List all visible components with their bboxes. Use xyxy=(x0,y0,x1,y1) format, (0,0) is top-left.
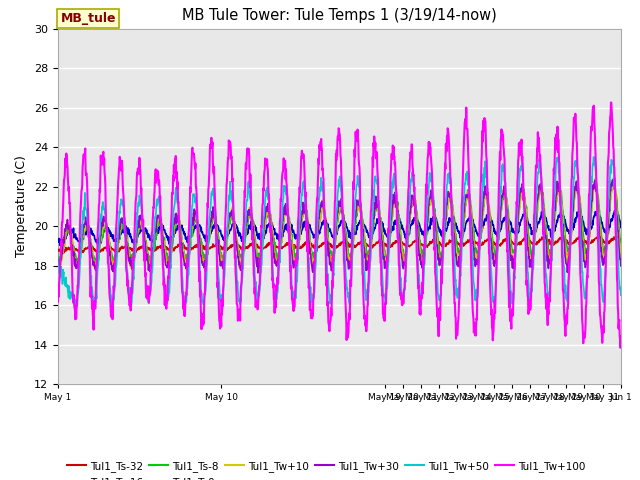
Tul1_Tw+100 xyxy=(155,182,163,188)
Tul1_Tw+30 xyxy=(609,177,617,182)
Tul1_Ts0 xyxy=(166,259,173,265)
Tul1_Ts-16 xyxy=(216,228,224,233)
Tul1_Ts-32 xyxy=(543,236,550,241)
Tul1_Tw+100 xyxy=(268,240,275,246)
Tul1_Tw+50 xyxy=(543,276,550,281)
Tul1_Ts-8 xyxy=(268,225,275,230)
Line: Tul1_Tw+30: Tul1_Tw+30 xyxy=(58,180,621,273)
Tul1_Ts0 xyxy=(480,196,488,202)
Tul1_Ts-32 xyxy=(612,233,620,239)
Tul1_Ts-32 xyxy=(480,240,488,245)
Tul1_Ts0 xyxy=(92,267,99,273)
Legend: Tul1_Ts-32, Tul1_Ts-16, Tul1_Ts-8, Tul1_Ts0, Tul1_Tw+10, Tul1_Tw+30, Tul1_Tw+50,: Tul1_Ts-32, Tul1_Ts-16, Tul1_Ts-8, Tul1_… xyxy=(63,456,589,480)
Tul1_Ts0 xyxy=(156,215,163,220)
Tul1_Ts-16 xyxy=(166,235,173,241)
Tul1_Tw+10 xyxy=(543,240,550,246)
Tul1_Ts-8 xyxy=(543,230,550,236)
Tul1_Tw+100 xyxy=(480,129,488,135)
Tul1_Ts-32 xyxy=(617,236,625,242)
Tul1_Tw+50 xyxy=(54,255,61,261)
Tul1_Tw+10 xyxy=(617,258,625,264)
Tul1_Tw+100 xyxy=(616,345,624,351)
Tul1_Tw+30 xyxy=(617,263,625,269)
Tul1_Ts-16 xyxy=(611,207,619,213)
Tul1_Ts0 xyxy=(268,220,275,226)
Tul1_Tw+50 xyxy=(589,154,597,160)
Tul1_Tw+50 xyxy=(617,292,625,298)
Tul1_Ts-8 xyxy=(609,178,617,184)
Tul1_Tw+100 xyxy=(166,265,173,271)
Tul1_Ts-32 xyxy=(60,250,67,256)
Tul1_Tw+10 xyxy=(155,218,163,224)
Tul1_Tw+50 xyxy=(71,306,79,312)
Y-axis label: Temperature (C): Temperature (C) xyxy=(15,156,28,257)
Tul1_Ts-32 xyxy=(166,246,173,252)
Tul1_Tw+100 xyxy=(607,100,615,106)
Line: Tul1_Tw+10: Tul1_Tw+10 xyxy=(58,180,621,271)
Tul1_Ts-32 xyxy=(54,247,61,253)
Tul1_Ts-32 xyxy=(268,240,275,245)
Tul1_Tw+30 xyxy=(155,213,163,219)
Line: Tul1_Tw+100: Tul1_Tw+100 xyxy=(58,103,621,348)
Tul1_Ts-16 xyxy=(56,242,64,248)
Tul1_Tw+30 xyxy=(480,189,488,195)
Tul1_Tw+50 xyxy=(156,194,163,200)
Tul1_Ts-8 xyxy=(110,262,118,268)
Line: Tul1_Ts-8: Tul1_Ts-8 xyxy=(58,181,621,265)
Title: MB Tule Tower: Tule Temps 1 (3/19/14-now): MB Tule Tower: Tule Temps 1 (3/19/14-now… xyxy=(182,9,497,24)
Tul1_Tw+30 xyxy=(543,243,550,249)
Tul1_Ts0 xyxy=(617,253,625,259)
Tul1_Tw+10 xyxy=(480,195,488,201)
Tul1_Tw+30 xyxy=(216,260,224,265)
Tul1_Tw+30 xyxy=(54,264,61,269)
Tul1_Tw+100 xyxy=(54,293,61,299)
Tul1_Tw+10 xyxy=(609,178,616,183)
Tul1_Tw+50 xyxy=(216,296,224,302)
Tul1_Ts-8 xyxy=(216,252,224,257)
Text: MB_tule: MB_tule xyxy=(60,12,116,25)
Line: Tul1_Ts0: Tul1_Ts0 xyxy=(58,179,621,270)
Tul1_Tw+100 xyxy=(542,306,550,312)
Tul1_Tw+30 xyxy=(166,261,173,267)
Tul1_Tw+50 xyxy=(268,239,275,245)
Tul1_Ts-8 xyxy=(156,217,163,223)
Tul1_Ts-8 xyxy=(617,240,625,245)
Tul1_Tw+10 xyxy=(268,224,275,229)
Line: Tul1_Tw+50: Tul1_Tw+50 xyxy=(58,157,621,309)
Tul1_Ts0 xyxy=(54,262,61,267)
Tul1_Ts-8 xyxy=(54,250,61,255)
Tul1_Tw+10 xyxy=(166,260,173,265)
Tul1_Tw+100 xyxy=(617,334,625,339)
Tul1_Ts0 xyxy=(216,251,224,257)
Tul1_Ts0 xyxy=(543,243,550,249)
Tul1_Ts-32 xyxy=(216,243,224,249)
Tul1_Ts0 xyxy=(591,176,599,182)
Tul1_Ts-16 xyxy=(54,238,61,243)
Tul1_Ts-8 xyxy=(166,253,173,259)
Tul1_Ts-32 xyxy=(156,244,163,250)
Tul1_Tw+10 xyxy=(183,268,191,274)
Tul1_Tw+10 xyxy=(54,265,61,271)
Tul1_Ts-8 xyxy=(480,204,488,209)
Tul1_Tw+50 xyxy=(166,282,173,288)
Tul1_Ts-16 xyxy=(480,222,488,228)
Tul1_Tw+30 xyxy=(254,270,262,276)
Tul1_Ts-16 xyxy=(156,224,163,230)
Line: Tul1_Ts-16: Tul1_Ts-16 xyxy=(58,210,621,245)
Tul1_Ts-16 xyxy=(543,218,550,224)
Tul1_Tw+10 xyxy=(216,259,224,264)
Tul1_Tw+30 xyxy=(268,228,275,233)
Tul1_Tw+100 xyxy=(216,326,224,332)
Tul1_Ts-16 xyxy=(617,225,625,230)
Tul1_Ts-16 xyxy=(268,221,275,227)
Line: Tul1_Ts-32: Tul1_Ts-32 xyxy=(58,236,621,253)
Tul1_Tw+50 xyxy=(480,168,488,174)
